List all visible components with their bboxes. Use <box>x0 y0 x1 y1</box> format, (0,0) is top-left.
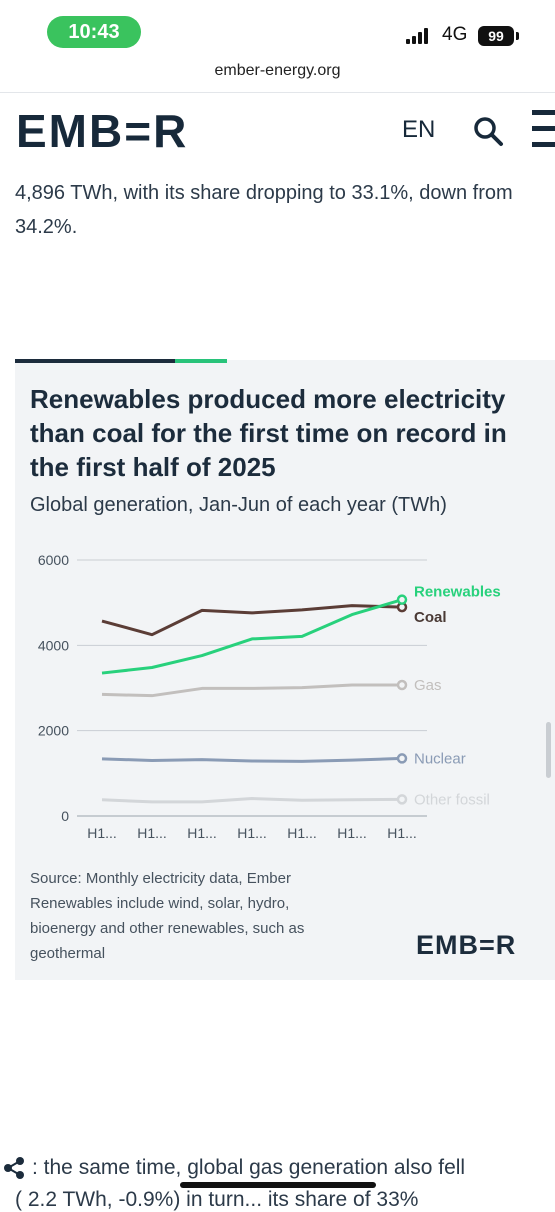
search-icon[interactable] <box>472 115 504 147</box>
y-tick-label: 4000 <box>38 637 69 653</box>
card-accent <box>15 359 175 363</box>
card-accent-green <box>175 359 227 363</box>
series-end-marker-nuclear[interactable] <box>396 753 408 764</box>
series-end-marker-gas[interactable] <box>396 679 408 691</box>
scrollbar[interactable] <box>546 722 551 778</box>
series-line-nuclear[interactable] <box>101 756 403 763</box>
home-indicator <box>180 1182 376 1188</box>
article-paragraph: 4,896 TWh, with its share dropping to 33… <box>15 182 513 238</box>
ember-logo[interactable]: EMB=R <box>16 105 189 157</box>
menu-icon[interactable] <box>532 110 555 150</box>
series-label-nuclear: Nuclear <box>414 750 466 767</box>
x-axis-ticks: H1... H1... H1... H1... H1... H1... H1... <box>87 825 417 841</box>
chart-card <box>15 360 555 980</box>
x-tick-label: H1... <box>187 825 217 841</box>
x-tick-label: H1... <box>237 825 267 841</box>
chart-subtitle: Global generation, Jan-Jun of each year … <box>30 494 447 516</box>
chart-title: Renewables produced more electricity tha… <box>30 384 507 482</box>
source-line: bioenergy and other renewables, such as <box>30 920 305 937</box>
chart-series[interactable] <box>101 594 408 805</box>
source-line: Renewables include wind, solar, hydro, <box>30 895 290 912</box>
series-label-gas: Gas <box>414 677 442 694</box>
y-tick-label: 6000 <box>38 552 69 568</box>
source-line: Source: Monthly electricity data, Ember <box>30 870 291 887</box>
y-tick-label: 2000 <box>38 723 69 739</box>
language-switch[interactable]: EN <box>402 116 436 143</box>
series-end-marker-other-fossil[interactable] <box>396 794 408 805</box>
series-label-coal: Coal <box>414 609 447 626</box>
x-tick-label: H1... <box>337 825 367 841</box>
url-bar[interactable]: ember-energy.org <box>214 62 341 79</box>
battery-icon: 99 <box>478 26 514 46</box>
x-tick-label: H1... <box>137 825 167 841</box>
x-tick-label: H1... <box>387 825 417 841</box>
battery-tip <box>516 32 519 40</box>
series-line-other-fossil[interactable] <box>101 797 403 804</box>
series-label-other-fossil: Other fossil <box>414 791 490 808</box>
divider <box>0 92 555 93</box>
x-tick-label: H1... <box>287 825 317 841</box>
series-line-gas[interactable] <box>101 683 402 698</box>
article-text-cut: ( 2.2 TWh, -0.9%) in turn... its share o… <box>15 1188 419 1211</box>
series-labels: Other fossil Nuclear Gas Coal Renewables <box>414 584 501 809</box>
chart-gridlines <box>77 559 427 817</box>
chart-logo: EMB=R <box>416 930 517 960</box>
y-tick-label: 0 <box>61 808 69 824</box>
series-label-renewables: Renewables <box>414 584 501 601</box>
status-time: 10:43 <box>47 16 141 48</box>
network-type: 4G <box>442 24 468 45</box>
x-tick-label: H1... <box>87 825 117 841</box>
chart-source: Source: Monthly electricity data, Ember … <box>30 866 370 966</box>
share-icon[interactable] <box>3 1157 25 1179</box>
signal-icon <box>406 28 434 44</box>
y-axis-ticks: 0 2000 4000 6000 <box>38 552 69 824</box>
series-line-coal[interactable] <box>101 604 403 637</box>
series-line-renewables[interactable] <box>101 598 403 675</box>
source-line: geothermal <box>30 945 106 962</box>
article-text: : the same time, global gas generation a… <box>32 1156 466 1179</box>
series-end-marker-renewables[interactable] <box>396 594 408 605</box>
